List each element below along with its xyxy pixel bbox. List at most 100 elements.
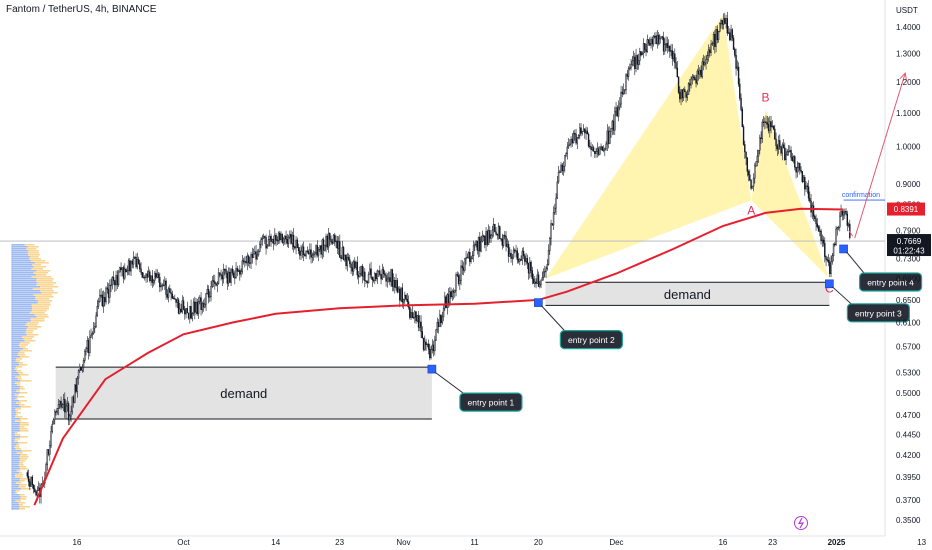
candle-body (129, 260, 131, 272)
candle-body (727, 32, 730, 34)
volume-profile-bar (12, 496, 21, 498)
candle-body (119, 267, 121, 273)
candle-body (196, 301, 199, 314)
candle-body (252, 253, 255, 258)
candle-body (674, 53, 676, 63)
candle-body (132, 257, 135, 265)
price-axis-tick: 1.3000 (896, 49, 921, 58)
candle-body (795, 166, 797, 173)
candle-body (59, 400, 61, 405)
candle-body (616, 107, 619, 117)
candle-body (449, 291, 451, 304)
candle-body (336, 240, 339, 249)
volume-profile-bar (12, 424, 20, 426)
volume-profile-bar (12, 380, 21, 382)
candle-body (679, 92, 681, 100)
volume-profile-bar (27, 252, 40, 254)
candle-body (245, 261, 247, 264)
candles (26, 11, 851, 504)
candle-body (87, 340, 90, 353)
candle-body (657, 35, 660, 44)
candle-body (69, 415, 71, 421)
volume-profile-bar (12, 342, 21, 344)
volume-profile-bar (12, 464, 19, 466)
candle-body (775, 138, 777, 147)
candle-body (807, 186, 810, 199)
candle-body (790, 150, 792, 158)
candle-body (547, 250, 550, 265)
harmonic-pattern-xa (545, 14, 752, 279)
harmonic-point-label: A (747, 203, 755, 217)
volume-profile-bar (31, 276, 52, 278)
volume-profile-bar (19, 494, 25, 496)
candle-body (639, 51, 641, 61)
candle-body (551, 223, 554, 226)
candle-body (604, 148, 606, 151)
candle-body (570, 138, 572, 145)
volume-profile-bar (12, 466, 20, 468)
volume-profile-bar (36, 278, 54, 280)
candle-body (710, 43, 712, 53)
volume-profile-bar (26, 322, 39, 324)
candle-body (605, 143, 607, 149)
candle-body (399, 288, 401, 301)
volume-profile-bar (12, 362, 19, 364)
volume-profile-bar (15, 476, 23, 478)
volume-profile-bar (12, 490, 16, 492)
volume-profile-bar (31, 310, 47, 312)
time-axis-tick: 16 (718, 538, 727, 547)
candle-body (109, 284, 111, 298)
candle-body (774, 128, 776, 140)
candle-body (652, 35, 655, 45)
volume-profile-bar (12, 328, 27, 330)
candle-body (596, 148, 599, 152)
candle-body (587, 133, 590, 147)
candle-body (411, 312, 414, 318)
candle-body (226, 273, 229, 284)
volume-profile-bar (12, 470, 17, 472)
candle-body (142, 276, 145, 279)
candle-body (120, 267, 122, 271)
candle-body (589, 145, 591, 148)
candle-body (286, 239, 289, 244)
candle-body (825, 256, 827, 260)
volume-profile-bar (12, 488, 21, 490)
candle-body (756, 155, 759, 163)
volume-profile-bar (12, 260, 31, 262)
candle-body (542, 271, 545, 278)
candle-body (665, 43, 667, 45)
candle-body (489, 230, 491, 239)
candle-body (75, 384, 77, 392)
candle-body (806, 185, 809, 187)
candle-body (116, 275, 119, 285)
candle-body (569, 143, 571, 146)
volume-profile-bar (27, 246, 39, 248)
candle-body (216, 283, 219, 286)
candle-body (205, 293, 207, 305)
candle-body (277, 232, 280, 241)
volume-profile-bar (19, 400, 27, 402)
candle-body (344, 254, 346, 261)
candle-body (89, 336, 91, 353)
price-axis-tick: 1.4000 (896, 23, 921, 32)
volume-profile-bar (40, 286, 59, 288)
volume-profile-bar (18, 442, 28, 444)
entry-callout-label: entry point 4 (867, 277, 914, 287)
volume-profile-bar (20, 418, 28, 420)
entry-callout-label: entry point 3 (855, 308, 902, 318)
candle-body (640, 51, 642, 56)
candle-body (64, 398, 66, 413)
candle-body (516, 250, 519, 260)
candle-body (761, 121, 764, 139)
volume-profile-bar (14, 440, 18, 442)
volume-profile-bar (12, 300, 38, 302)
candle-body (259, 244, 261, 252)
volume-profile-bar (12, 448, 16, 450)
volume-profile-bar (15, 398, 18, 400)
candle-body (602, 149, 605, 151)
entry-callout-pointer (541, 305, 567, 333)
volume-profile-bar (15, 420, 22, 422)
volume-profile-bar (12, 318, 31, 320)
candle-body (199, 297, 201, 302)
